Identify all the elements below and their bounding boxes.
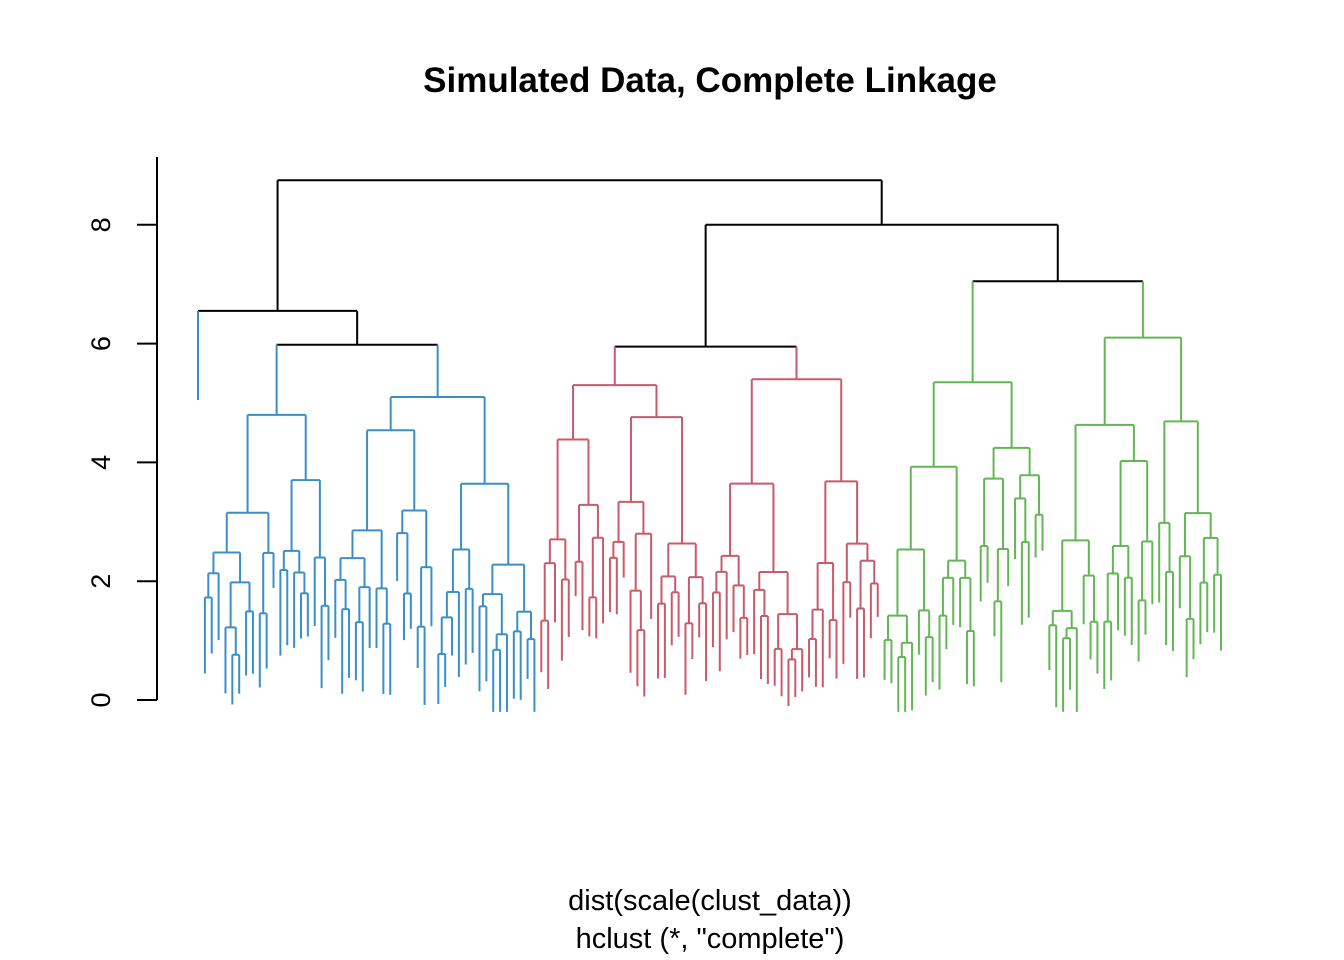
- y-tick-label-0: 0: [86, 692, 116, 707]
- y-tick-label-8: 8: [86, 217, 116, 232]
- x-axis-label: dist(scale(clust_data)): [568, 885, 852, 917]
- chart-title: Simulated Data, Complete Linkage: [423, 61, 997, 100]
- y-tick-label-2: 2: [86, 574, 116, 589]
- method-sublabel: hclust (*, "complete"): [576, 923, 845, 955]
- y-tick-label-6: 6: [86, 336, 116, 351]
- dendrogram-plot: [197, 179, 1222, 712]
- y-axis: 0 2 4 6 8: [86, 157, 158, 708]
- y-tick-label-4: 4: [86, 455, 116, 470]
